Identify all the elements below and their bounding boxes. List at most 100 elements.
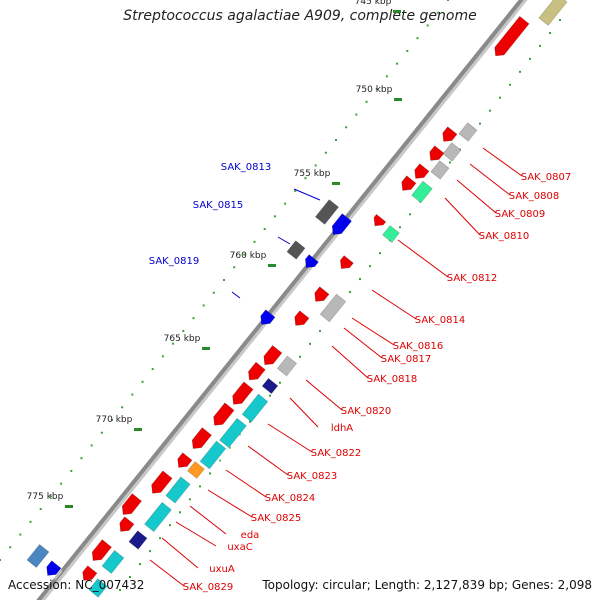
gene-label-sak-0822[interactable]: SAK_0822 [311, 448, 361, 459]
kbp-ticks: 745 kbp 750 kbp 755 kbp 760 kbp 765 kbp 770 k… [27, 0, 402, 508]
gene-label-sak-0813[interactable]: SAK_0813 [221, 162, 271, 173]
gene-label-sak-0810[interactable]: SAK_0810 [479, 231, 529, 242]
gene-label-sak-0817[interactable]: SAK_0817 [381, 354, 431, 365]
gene-feature[interactable] [319, 293, 348, 324]
leader-line [161, 537, 199, 569]
ruler-dot [39, 508, 42, 511]
gene-label-sak-0815[interactable]: SAK_0815 [193, 200, 243, 211]
ruler-dot [253, 240, 256, 243]
gene-feature[interactable] [491, 15, 532, 61]
gene-feature[interactable] [260, 345, 284, 370]
gene-feature[interactable] [88, 539, 113, 567]
ruler-dot [169, 524, 171, 527]
gene-feature[interactable] [286, 240, 307, 261]
gene-feature[interactable] [382, 225, 402, 245]
gene-feature[interactable] [328, 213, 353, 241]
gene-feature[interactable] [411, 163, 431, 184]
ruler-dot [223, 279, 225, 281]
gene-feature[interactable] [458, 122, 479, 143]
gene-feature[interactable] [261, 377, 280, 395]
ruler-dot [49, 495, 52, 498]
ruler-dot [239, 433, 241, 436]
gene-feature[interactable] [229, 381, 256, 410]
gene-label-sak-0808[interactable]: SAK_0808 [509, 191, 559, 202]
gene-feature[interactable] [210, 402, 237, 431]
kbp-tick-label: 770 kbp [96, 415, 133, 425]
gene-feature[interactable] [88, 578, 109, 599]
ruler-dot [436, 11, 439, 14]
gene-feature[interactable] [411, 180, 435, 204]
gene-feature[interactable] [128, 530, 149, 551]
gene-feature[interactable] [118, 493, 143, 521]
gene-feature[interactable] [187, 461, 207, 481]
leader-line [456, 179, 497, 214]
gene-label-sak-0809[interactable]: SAK_0809 [495, 209, 545, 220]
gene-feature[interactable] [442, 142, 463, 163]
gene-features[interactable] [26, 0, 569, 599]
gene-feature[interactable] [245, 361, 268, 385]
map-title: Streptococcus agalactiae A909, complete … [123, 8, 477, 24]
gene-feature[interactable] [337, 255, 356, 275]
ruler-dot [365, 100, 368, 103]
ruler-dot [309, 342, 311, 345]
gene-label-sak-0807[interactable]: SAK_0807 [521, 172, 571, 183]
leader-line [247, 445, 289, 476]
gene-feature[interactable] [26, 544, 51, 569]
gene-feature[interactable] [398, 175, 418, 196]
gene-label-uxac[interactable]: uxaC [227, 542, 252, 553]
ruler-dot [60, 482, 63, 485]
gene-feature[interactable] [538, 0, 569, 27]
ruler-dot [159, 537, 161, 540]
gene-feature[interactable] [291, 310, 311, 331]
leader-line [189, 505, 227, 535]
kbp-tick-mark [134, 428, 142, 431]
gene-feature[interactable] [43, 560, 63, 581]
leader-line [267, 423, 313, 453]
gene-feature[interactable] [144, 501, 174, 533]
gene-feature[interactable] [370, 213, 388, 231]
gene-feature[interactable] [315, 199, 340, 227]
kbp-tick-label: 755 kbp [294, 169, 331, 179]
leader-line [343, 327, 383, 359]
gene-label-sak-0825[interactable]: SAK_0825 [251, 513, 301, 524]
gene-feature[interactable] [219, 417, 249, 449]
gene-feature[interactable] [241, 393, 270, 424]
gene-labels[interactable]: SAK_0813 SAK_0815 SAK_0819 SAK_0807 SAK_0808… [149, 162, 571, 593]
gene-feature[interactable] [148, 470, 175, 499]
gene-feature[interactable] [79, 565, 99, 586]
gene-feature[interactable] [311, 286, 331, 307]
gene-label-sak-0820[interactable]: SAK_0820 [341, 406, 391, 417]
gene-label-sak-0824[interactable]: SAK_0824 [265, 493, 315, 504]
gene-feature[interactable] [188, 427, 213, 455]
ruler-dot [479, 122, 481, 125]
gene-label-ldha[interactable]: ldhA [331, 423, 353, 434]
gene-feature[interactable] [430, 160, 451, 181]
gene-feature[interactable] [199, 440, 228, 471]
gene-label-sak-0819[interactable]: SAK_0819 [149, 256, 199, 267]
ruler-dot [355, 113, 358, 116]
gene-label-sak-0816[interactable]: SAK_0816 [393, 341, 443, 352]
ruler-dot [172, 342, 175, 345]
ruler-dot [249, 420, 251, 423]
gene-label-sak-0818[interactable]: SAK_0818 [367, 374, 417, 385]
gene-label-uxua[interactable]: uxuA [209, 564, 235, 575]
gene-feature[interactable] [276, 355, 299, 378]
gene-feature[interactable] [116, 516, 136, 537]
gene-feature[interactable] [439, 126, 459, 147]
gene-label-sak-0823[interactable]: SAK_0823 [287, 471, 337, 482]
gene-feature[interactable] [426, 145, 446, 166]
gene-feature[interactable] [257, 309, 277, 330]
gene-feature[interactable] [174, 452, 194, 473]
gene-feature[interactable] [165, 476, 193, 505]
kbp-tick-mark [202, 347, 210, 350]
gene-label-sak-0814[interactable]: SAK_0814 [415, 315, 465, 326]
gene-feature[interactable] [302, 254, 321, 274]
ruler-dot [385, 75, 388, 78]
gene-feature[interactable] [101, 550, 126, 575]
gene-label-sak-0812[interactable]: SAK_0812 [447, 273, 497, 284]
gene-label-sak-0829[interactable]: SAK_0829 [183, 582, 233, 593]
kbp-tick-label: 750 kbp [356, 85, 393, 95]
ruler-dot [179, 511, 181, 514]
gene-label-eda[interactable]: eda [241, 530, 260, 541]
